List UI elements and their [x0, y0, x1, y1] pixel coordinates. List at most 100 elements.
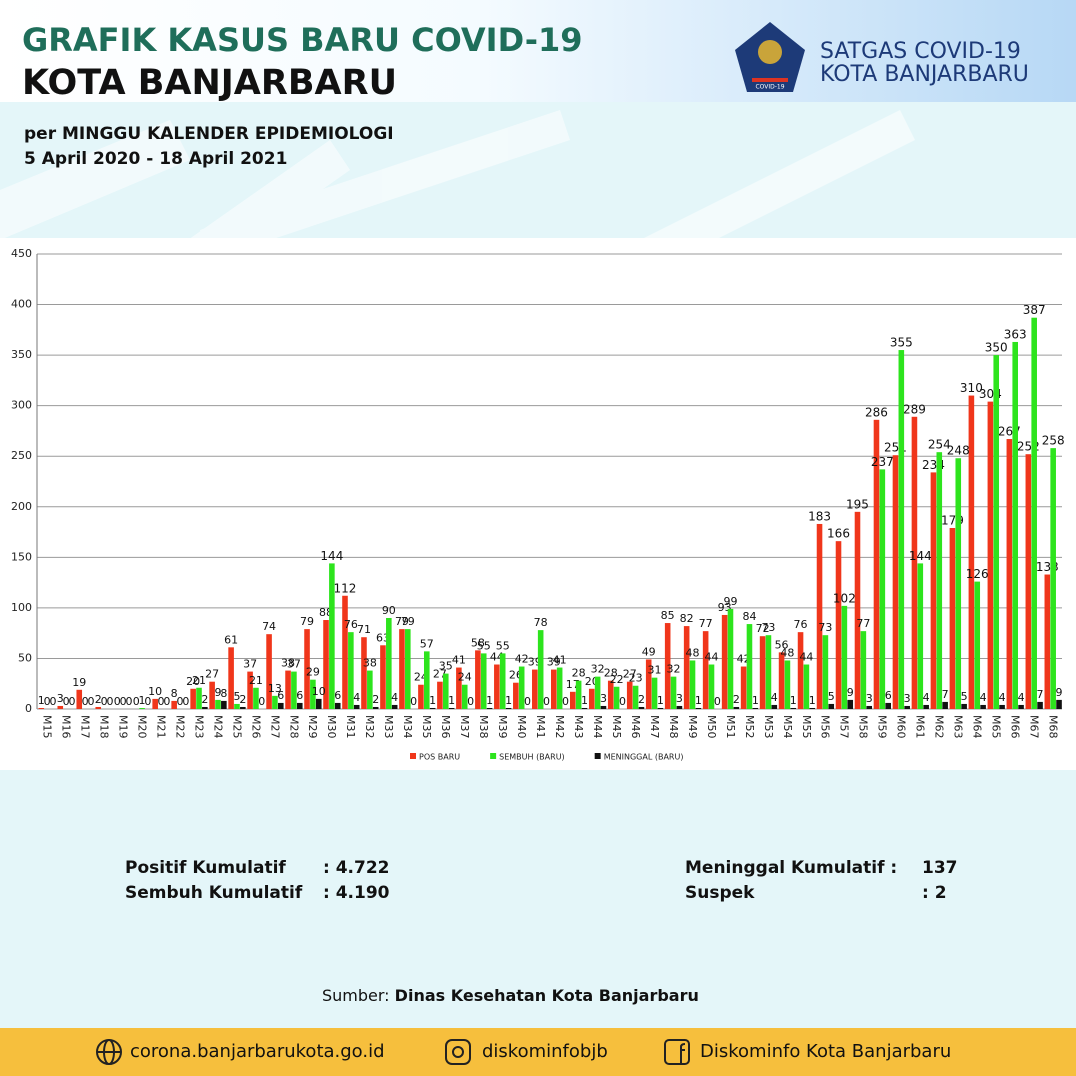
- bar: [442, 673, 449, 709]
- bar: [790, 707, 797, 709]
- bar: [828, 703, 835, 709]
- x-tick-label: M38: [477, 715, 490, 739]
- bar: [240, 706, 246, 709]
- data-label: 6: [277, 689, 284, 702]
- data-label: 44: [799, 651, 813, 664]
- data-label: 1: [505, 694, 512, 707]
- x-tick-label: M59: [876, 715, 889, 739]
- y-tick-label: 0: [25, 702, 32, 715]
- x-tick-label: M67: [1028, 715, 1041, 739]
- data-label: 7: [1037, 688, 1044, 701]
- data-label: 21: [249, 674, 263, 687]
- bar: [645, 659, 652, 709]
- x-tick-label: M39: [496, 715, 509, 739]
- data-label: 72: [756, 622, 770, 635]
- x-tick-label: M20: [135, 715, 148, 739]
- x-tick-label: M48: [667, 715, 680, 739]
- x-tick-label: M66: [1009, 715, 1022, 739]
- data-label: 31: [648, 664, 662, 677]
- bar: [771, 704, 778, 709]
- bar: [1025, 454, 1032, 709]
- data-label: 286: [865, 405, 888, 419]
- bar: [475, 650, 481, 709]
- bar: [486, 707, 493, 709]
- bar: [202, 706, 208, 709]
- bar: [607, 680, 614, 709]
- data-label: 8: [171, 687, 178, 700]
- bar: [575, 680, 582, 709]
- x-tick-label: M51: [724, 715, 737, 739]
- data-label: 0: [144, 695, 151, 708]
- stat-label: Meninggal Kumulatif :: [685, 858, 897, 878]
- data-label: 6: [885, 689, 892, 702]
- bar: [505, 707, 512, 709]
- x-tick-label: M26: [249, 715, 262, 739]
- x-tick-label: M15: [40, 715, 53, 739]
- bar: [480, 653, 487, 709]
- x-tick-label: M43: [572, 715, 585, 739]
- bar: [733, 706, 740, 709]
- x-tick-label: M53: [762, 715, 775, 739]
- data-label: 99: [723, 595, 737, 608]
- bar: [247, 671, 253, 709]
- bar: [1044, 574, 1051, 709]
- data-label: 258: [1042, 434, 1065, 448]
- x-tick-label: M17: [78, 715, 91, 739]
- bar: [670, 676, 677, 709]
- data-label: 3: [57, 692, 64, 705]
- data-label: 27: [623, 668, 637, 681]
- x-tick-label: M18: [97, 715, 110, 739]
- bar: [152, 698, 158, 709]
- bar: [361, 637, 367, 709]
- data-label: 0: [258, 695, 265, 708]
- data-label: 24: [458, 671, 472, 684]
- data-label: 19: [72, 676, 86, 689]
- data-label: 0: [114, 695, 121, 708]
- bar: [399, 629, 405, 709]
- bar: [752, 707, 759, 709]
- data-label: 1: [139, 694, 146, 707]
- data-label: 4: [980, 691, 987, 704]
- data-label: 42: [515, 653, 529, 666]
- x-tick-label: M37: [458, 715, 471, 739]
- data-label: 76: [794, 618, 808, 631]
- data-label: 0: [562, 695, 569, 708]
- bar: [367, 670, 373, 709]
- bar: [708, 664, 715, 709]
- bar: [683, 626, 690, 709]
- bar: [1018, 704, 1024, 709]
- data-label: 248: [947, 444, 970, 458]
- bar: [334, 702, 341, 709]
- stat-label: Positif Kumulatif: [125, 858, 286, 878]
- x-tick-label: M27: [268, 715, 281, 739]
- data-label: 21: [192, 674, 206, 687]
- data-label: 28: [604, 667, 618, 680]
- x-tick-label: M56: [819, 715, 832, 739]
- data-label: 0: [410, 695, 417, 708]
- x-tick-label: M52: [743, 715, 756, 739]
- data-label: 195: [846, 497, 869, 511]
- bar: [689, 660, 696, 709]
- data-label: 2: [733, 693, 740, 706]
- data-label: 3: [676, 692, 683, 705]
- data-label: 73: [761, 621, 775, 634]
- bar: [860, 631, 867, 709]
- data-label: 0: [467, 695, 474, 708]
- x-tick-label: M25: [230, 715, 243, 739]
- x-tick-label: M24: [211, 715, 224, 739]
- bar: [386, 618, 392, 709]
- bar: [987, 401, 994, 709]
- bar: [942, 701, 948, 709]
- bar: [911, 416, 918, 709]
- data-label: 73: [818, 621, 832, 634]
- bar: [234, 703, 240, 709]
- bar: [949, 528, 956, 709]
- bar: [551, 669, 557, 709]
- bar: [702, 631, 709, 709]
- bar: [278, 702, 284, 709]
- bar: [803, 664, 810, 709]
- stats: Positif Kumulatif: 4.722 Sembuh Kumulatif…: [125, 858, 958, 903]
- x-tick-label: M55: [800, 715, 813, 739]
- data-label: 8: [220, 687, 227, 700]
